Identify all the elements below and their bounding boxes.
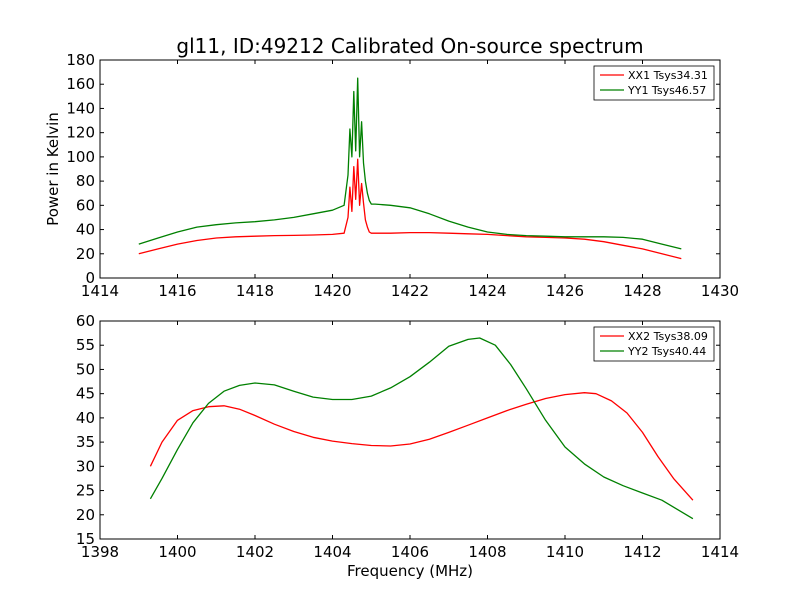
series-line-xx2 bbox=[149, 392, 694, 501]
y-axis-label: Power in Kelvin bbox=[44, 112, 62, 226]
x-tick-label: 1428 bbox=[623, 282, 661, 300]
x-tick-label: 1430 bbox=[701, 282, 739, 300]
x-tick-label: 1414 bbox=[701, 543, 739, 561]
bottom-spectrum-plot: 1398 1400 1402 1404 1406 1408 1410 1412 1414 15 20… bbox=[76, 312, 739, 561]
series-line-yy1 bbox=[138, 77, 682, 250]
y-tick-label: 40 bbox=[76, 221, 95, 239]
y-tick-label: 0 bbox=[85, 269, 95, 287]
x-tick-label: 1412 bbox=[623, 543, 661, 561]
x-tick-label: 1404 bbox=[313, 543, 351, 561]
y-tick-label: 35 bbox=[76, 433, 95, 451]
x-tick-label: 1410 bbox=[546, 543, 584, 561]
legend: XX1 Tsys34.31 YY1 Tsys46.57 bbox=[593, 65, 715, 101]
x-tick-label: 1408 bbox=[468, 543, 506, 561]
x-tick-label: 1414 bbox=[81, 282, 119, 300]
y-tick-label: 20 bbox=[76, 506, 95, 524]
legend: XX2 Tsys38.09 YY2 Tsys40.44 bbox=[593, 326, 715, 362]
series-line-yy2 bbox=[149, 337, 694, 520]
y-tick-label: 45 bbox=[76, 385, 95, 403]
x-tick-label: 1422 bbox=[391, 282, 429, 300]
x-tick-label: 1406 bbox=[391, 543, 429, 561]
x-tick-label: 1416 bbox=[158, 282, 196, 300]
y-tick-label: 30 bbox=[76, 457, 95, 475]
y-tick-label: 40 bbox=[76, 409, 95, 427]
legend-label: YY1 Tsys46.57 bbox=[627, 84, 706, 97]
x-tick-label: 1426 bbox=[546, 282, 584, 300]
y-tick-label: 60 bbox=[76, 312, 95, 330]
y-tick-label: 80 bbox=[76, 172, 95, 190]
y-tick-label: 140 bbox=[66, 99, 95, 117]
x-tick-label: 1400 bbox=[158, 543, 196, 561]
x-tick-label: 1398 bbox=[81, 543, 119, 561]
y-tick-label: 25 bbox=[76, 482, 95, 500]
y-tick-label: 60 bbox=[76, 196, 95, 214]
y-tick-label: 180 bbox=[66, 51, 95, 69]
y-tick-label: 100 bbox=[66, 148, 95, 166]
legend-box bbox=[593, 65, 715, 101]
series-line-xx1 bbox=[138, 158, 682, 260]
x-tick-label: 1418 bbox=[236, 282, 274, 300]
legend-label: XX1 Tsys34.31 bbox=[628, 69, 708, 82]
y-tick-label: 15 bbox=[76, 530, 95, 548]
y-tick-label: 55 bbox=[76, 336, 95, 354]
y-tick-label: 20 bbox=[76, 245, 95, 263]
legend-label: YY2 Tsys40.44 bbox=[627, 345, 706, 358]
x-tick-label: 1402 bbox=[236, 543, 274, 561]
x-tick-label: 1424 bbox=[468, 282, 506, 300]
top-spectrum-plot: 1414 1416 1418 1420 1422 1424 1426 1428 1430 0 20 4… bbox=[44, 51, 739, 300]
y-tick-label: 160 bbox=[66, 75, 95, 93]
legend-box bbox=[593, 326, 715, 362]
y-tick-label: 120 bbox=[66, 124, 95, 142]
x-axis-label: Frequency (MHz) bbox=[347, 562, 473, 580]
legend-label: XX2 Tsys38.09 bbox=[628, 330, 708, 343]
y-tick-label: 50 bbox=[76, 360, 95, 378]
figure-title: gl11, ID:49212 Calibrated On-source spec… bbox=[176, 34, 643, 58]
x-tick-label: 1420 bbox=[313, 282, 351, 300]
